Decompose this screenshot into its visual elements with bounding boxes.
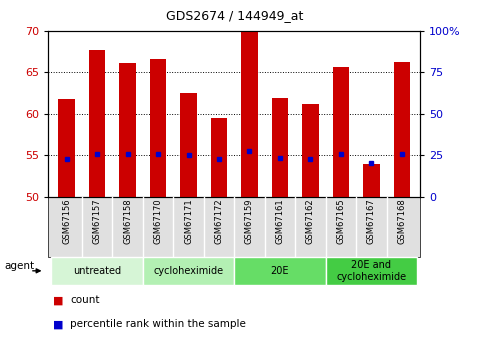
Text: count: count xyxy=(70,295,99,305)
Text: 20E: 20E xyxy=(271,266,289,276)
Text: cycloheximide: cycloheximide xyxy=(154,266,224,276)
Text: 20E and
cycloheximide: 20E and cycloheximide xyxy=(336,260,407,282)
Bar xyxy=(150,59,167,197)
Bar xyxy=(180,93,197,197)
Text: agent: agent xyxy=(5,261,35,270)
Bar xyxy=(271,98,288,197)
Bar xyxy=(363,164,380,197)
Text: untreated: untreated xyxy=(73,266,121,276)
Bar xyxy=(119,63,136,197)
Bar xyxy=(241,31,258,197)
Text: GDS2674 / 144949_at: GDS2674 / 144949_at xyxy=(166,9,303,22)
Bar xyxy=(58,99,75,197)
Bar xyxy=(211,118,227,197)
Bar xyxy=(302,104,319,197)
Text: percentile rank within the sample: percentile rank within the sample xyxy=(70,319,246,329)
Text: ■: ■ xyxy=(53,295,64,305)
Bar xyxy=(89,50,105,197)
Text: ■: ■ xyxy=(53,319,64,329)
Bar xyxy=(333,67,349,197)
Bar xyxy=(394,62,410,197)
